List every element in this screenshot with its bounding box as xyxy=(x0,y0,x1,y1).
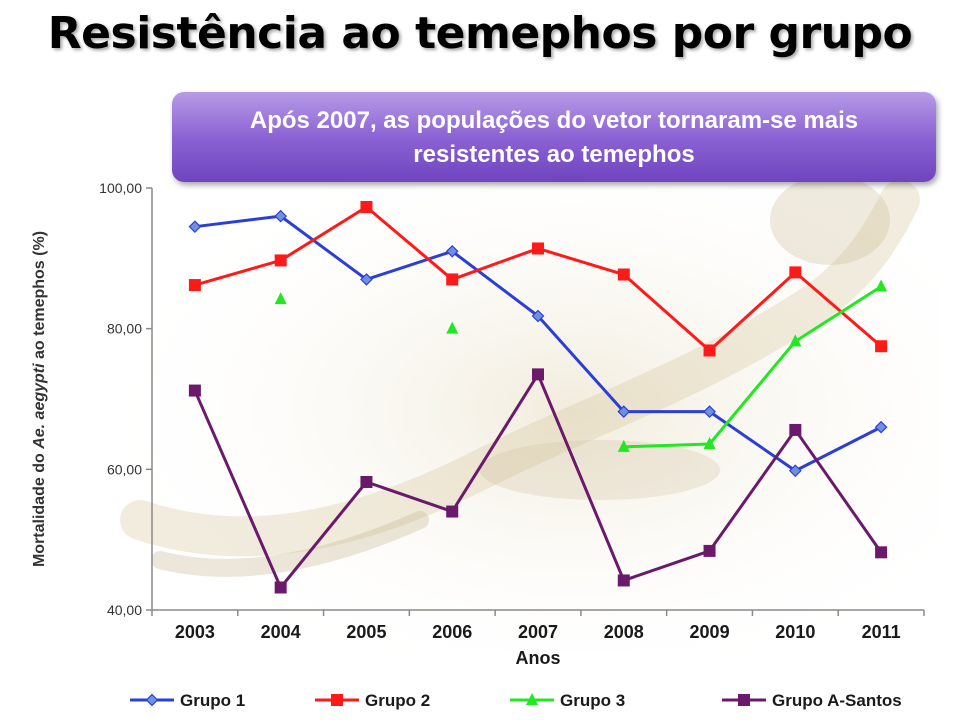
data-point-square xyxy=(532,242,544,255)
mosquito-background-image xyxy=(120,170,940,650)
legend-item: Grupo 3 xyxy=(510,691,625,710)
y-tick-label: 80,00 xyxy=(107,321,142,337)
data-point-diamond xyxy=(788,464,802,478)
data-point-square xyxy=(360,200,373,213)
x-tick-label: 2006 xyxy=(432,622,472,642)
chart-axes xyxy=(151,188,924,611)
data-point-triangle xyxy=(789,334,802,347)
y-tick-label: 60,00 xyxy=(107,461,142,477)
x-axis-ticks: 2003 2004 2005 2006 2007 2008 2009 2010 2011 xyxy=(151,610,925,642)
x-tick-label: 2003 xyxy=(175,622,215,642)
data-point-diamond xyxy=(188,220,202,234)
data-point-square xyxy=(875,340,888,353)
data-point-square xyxy=(274,581,287,594)
y-axis-title: Mortalidade do Ae. aegypti ao temephos (… xyxy=(31,231,48,567)
x-tick-label: 2008 xyxy=(604,622,644,642)
data-point-square xyxy=(789,266,802,279)
data-point-diamond xyxy=(703,405,716,419)
data-point-diamond xyxy=(874,420,888,434)
data-point-square xyxy=(789,423,802,436)
data-point-square xyxy=(446,273,459,286)
y-axis-title-part: Ae. aegypti xyxy=(31,363,48,450)
data-point-triangle xyxy=(703,437,716,450)
data-point-diamond xyxy=(445,244,459,258)
data-point-diamond xyxy=(360,273,373,286)
data-point-square xyxy=(331,694,343,706)
data-point-triangle xyxy=(446,321,459,334)
x-tick-label: 2009 xyxy=(690,622,730,642)
legend-label: Grupo A-Santos xyxy=(772,691,902,710)
data-point-square xyxy=(188,279,201,292)
x-tick-label: 2010 xyxy=(775,622,815,642)
y-tick-label: 40,00 xyxy=(107,602,142,618)
data-point-triangle xyxy=(875,279,888,292)
x-tick-label: 2007 xyxy=(518,622,558,642)
y-tick-label: 100,00 xyxy=(99,180,142,196)
y-axis-title-part: ao temephos (%) xyxy=(31,231,48,363)
data-point-square xyxy=(360,475,373,488)
y-axis-label: Mortalidade do Ae. aegypti ao temephos (… xyxy=(31,231,48,567)
data-point-square xyxy=(188,384,201,397)
data-point-diamond xyxy=(531,309,545,323)
data-point-diamond xyxy=(617,405,631,419)
data-point-triangle xyxy=(526,693,538,705)
x-tick-label: 2005 xyxy=(346,622,386,642)
data-point-square xyxy=(274,254,287,267)
x-tick-label: 2011 xyxy=(862,622,901,642)
legend-item: Grupo A-Santos xyxy=(722,691,902,710)
data-point-square xyxy=(446,505,459,518)
x-axis-label: Anos xyxy=(516,648,561,668)
data-point-square xyxy=(875,546,888,559)
data-point-square xyxy=(617,574,630,587)
data-point-triangle xyxy=(617,439,630,452)
x-tick-label: 2004 xyxy=(261,622,301,642)
data-point-diamond xyxy=(145,693,159,707)
legend-label: Grupo 2 xyxy=(365,691,430,710)
legend-item: Grupo 2 xyxy=(315,691,430,710)
data-point-square xyxy=(617,268,630,281)
series-line xyxy=(623,285,882,449)
legend-label: Grupo 1 xyxy=(180,691,245,710)
chart-legend: Grupo 1 Grupo 2 Grupo 3 Grupo A-Santos xyxy=(130,691,902,710)
series-markers xyxy=(188,200,888,594)
callout-box: Após 2007, as populações do vetor tornar… xyxy=(172,92,936,182)
data-point-square xyxy=(532,368,544,381)
legend-label: Grupo 3 xyxy=(560,691,625,710)
data-point-diamond xyxy=(274,209,288,223)
y-axis-title-part: Mortalidade do xyxy=(31,449,48,567)
data-point-square xyxy=(703,344,716,357)
page-title: Resistência ao temephos por grupo xyxy=(47,8,913,59)
legend-item: Grupo 1 xyxy=(130,691,245,710)
data-point-triangle xyxy=(274,292,287,305)
y-axis-ticks: 40,00 60,00 80,00 100,00 xyxy=(99,180,152,618)
data-point-square xyxy=(738,694,750,706)
data-point-square xyxy=(703,544,716,557)
